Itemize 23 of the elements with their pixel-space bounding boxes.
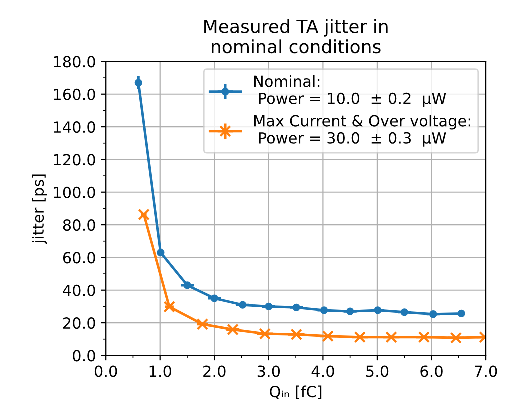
y-axis-title: jitter [ps] (32, 174, 48, 244)
x-tick-label: 2.0 (204, 366, 226, 378)
chart-title: Measured TA jitter in nominal conditions (204, 19, 388, 54)
y-tick-label: 100.0 (54, 186, 96, 198)
legend-label: Nominal: Power = 10.0 ± 0.2 μW (254, 75, 446, 108)
y-tick-label: 180.0 (54, 56, 96, 68)
y-tick-label: 120.0 (54, 154, 96, 166)
y-tick-label: 60.0 (63, 252, 96, 264)
y-tick-label: 40.0 (63, 284, 96, 296)
x-axis-title: Qᵢₙ [fC] (270, 386, 322, 400)
y-tick-label: 80.0 (63, 220, 96, 232)
x-tick-label: 0.0 (94, 366, 118, 378)
x-tick-label: 7.0 (475, 366, 498, 378)
x-tick-label: 3.0 (258, 366, 280, 378)
y-tick-label: 140.0 (54, 122, 96, 134)
x-tick-label: 6.0 (420, 366, 443, 378)
y-tick-label: 160.0 (54, 88, 96, 100)
legend-label: Max Current & Over voltage: Power = 30.0 ± 0.3 μW (254, 115, 470, 147)
y-tick-label: 0.0 (73, 350, 96, 362)
x-tick-label: 1.0 (150, 366, 172, 378)
y-tick-label: 20.0 (63, 318, 96, 330)
x-tick-label: 5.0 (366, 366, 389, 378)
x-tick-label: 4.0 (312, 366, 334, 378)
